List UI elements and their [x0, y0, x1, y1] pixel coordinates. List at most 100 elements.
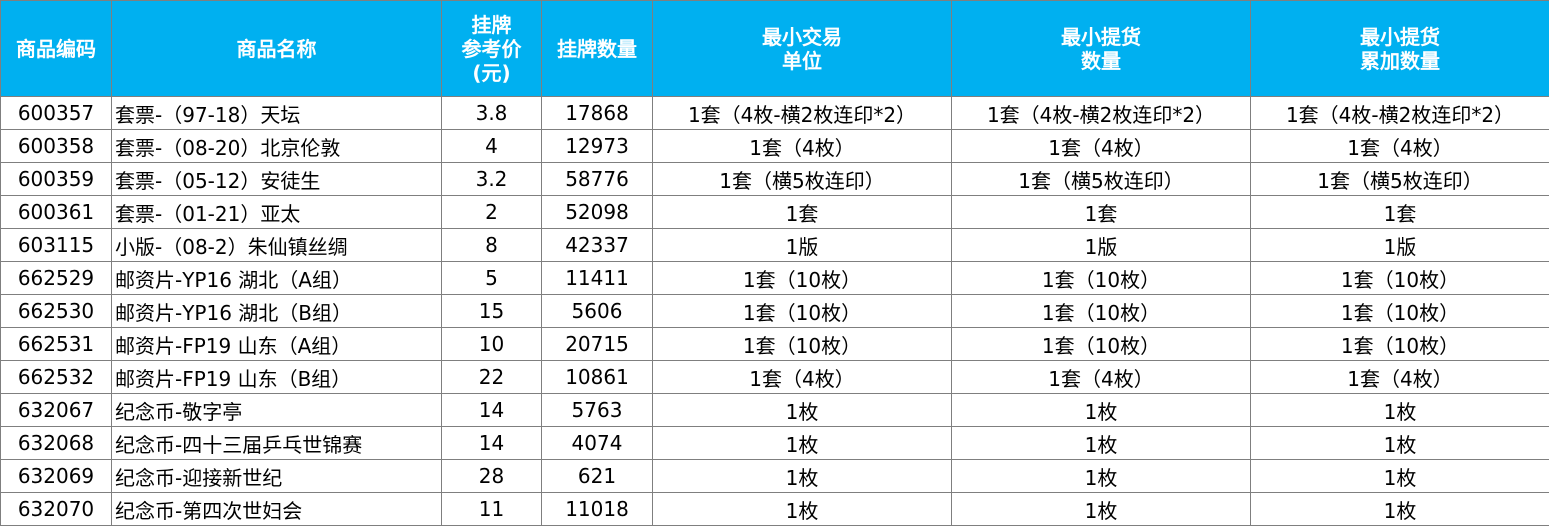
- cell-product-code: 600359: [0, 162, 112, 196]
- table-row: 600359 套票-（05-12）安徒生 3.2 58776 1套（横5枚连印） 1套（横…: [0, 162, 1549, 196]
- cell-min-pickup-cumulative: 1套（4枚）: [1250, 129, 1549, 163]
- cell-listing-price: 28: [441, 459, 542, 493]
- cell-listing-price: 22: [441, 360, 542, 394]
- cell-product-name: 纪念币-迎接新世纪: [111, 459, 442, 493]
- cell-min-trade-unit: 1套（4枚）: [652, 360, 952, 394]
- header-product-code: 商品编码: [0, 0, 112, 97]
- cell-min-trade-unit: 1套（10枚）: [652, 327, 952, 361]
- cell-min-pickup-quantity: 1版: [951, 228, 1251, 262]
- cell-min-pickup-quantity: 1套（4枚）: [951, 360, 1251, 394]
- cell-min-pickup-quantity: 1枚: [951, 426, 1251, 460]
- cell-min-trade-unit: 1枚: [652, 426, 952, 460]
- cell-listing-price: 4: [441, 129, 542, 163]
- cell-product-code: 603115: [0, 228, 112, 262]
- cell-min-pickup-quantity: 1枚: [951, 459, 1251, 493]
- cell-listing-quantity: 10861: [541, 360, 653, 394]
- cell-listing-price: 14: [441, 426, 542, 460]
- cell-listing-quantity: 12973: [541, 129, 653, 163]
- cell-min-pickup-quantity: 1套（10枚）: [951, 294, 1251, 328]
- cell-min-pickup-cumulative: 1枚: [1250, 426, 1549, 460]
- cell-product-name: 纪念币-四十三届乒乓世锦赛: [111, 426, 442, 460]
- cell-min-pickup-cumulative: 1套: [1250, 195, 1549, 229]
- cell-product-name: 套票-（08-20）北京伦敦: [111, 129, 442, 163]
- header-product-name: 商品名称: [111, 0, 442, 97]
- table-row: 662530 邮资片-YP16 湖北（B组） 15 5606 1套（10枚） 1套（10枚…: [0, 294, 1549, 328]
- table-row: 632067 纪念币-敬字亭 14 5763 1枚 1枚 1枚: [0, 393, 1549, 427]
- table-row: 662529 邮资片-YP16 湖北（A组） 5 11411 1套（10枚） 1套（10枚…: [0, 261, 1549, 295]
- cell-min-pickup-quantity: 1套（10枚）: [951, 261, 1251, 295]
- cell-listing-price: 3.8: [441, 96, 542, 130]
- cell-listing-quantity: 621: [541, 459, 653, 493]
- cell-product-code: 662530: [0, 294, 112, 328]
- cell-product-name: 套票-（97-18）天坛: [111, 96, 442, 130]
- cell-min-trade-unit: 1枚: [652, 459, 952, 493]
- cell-min-trade-unit: 1枚: [652, 393, 952, 427]
- cell-product-code: 662532: [0, 360, 112, 394]
- table-row: 632070 纪念币-第四次世妇会 11 11018 1枚 1枚 1枚: [0, 492, 1549, 526]
- cell-min-pickup-cumulative: 1套（10枚）: [1250, 294, 1549, 328]
- header-listing-quantity: 挂牌数量: [541, 0, 653, 97]
- table-row: 600357 套票-（97-18）天坛 3.8 17868 1套（4枚-横2枚连印*2）…: [0, 96, 1549, 130]
- header-min-pickup-quantity: 最小提货 数量: [951, 0, 1251, 97]
- cell-listing-quantity: 4074: [541, 426, 653, 460]
- cell-min-pickup-cumulative: 1枚: [1250, 393, 1549, 427]
- table-row: 600361 套票-（01-21）亚太 2 52098 1套 1套 1套: [0, 195, 1549, 229]
- cell-min-pickup-quantity: 1套（4枚）: [951, 129, 1251, 163]
- cell-product-code: 632068: [0, 426, 112, 460]
- cell-product-code: 632069: [0, 459, 112, 493]
- cell-listing-quantity: 11411: [541, 261, 653, 295]
- table-row: 600358 套票-（08-20）北京伦敦 4 12973 1套（4枚） 1套（4枚） 1套…: [0, 129, 1549, 163]
- cell-listing-price: 8: [441, 228, 542, 262]
- header-min-trade-unit: 最小交易 单位: [652, 0, 952, 97]
- cell-min-trade-unit: 1版: [652, 228, 952, 262]
- table-row: 662531 邮资片-FP19 山东（A组） 10 20715 1套（10枚） 1套（10…: [0, 327, 1549, 361]
- cell-listing-price: 11: [441, 492, 542, 526]
- cell-min-pickup-cumulative: 1套（4枚）: [1250, 360, 1549, 394]
- table-row: 632069 纪念币-迎接新世纪 28 621 1枚 1枚 1枚: [0, 459, 1549, 493]
- header-row: 商品编码 商品名称 挂牌 参考价 (元) 挂牌数量 最小交易 单位 最小提货 数…: [0, 0, 1549, 97]
- cell-min-trade-unit: 1套（4枚）: [652, 129, 952, 163]
- cell-min-trade-unit: 1套（横5枚连印）: [652, 162, 952, 196]
- table-row: 603115 小版-（08-2）朱仙镇丝绸 8 42337 1版 1版 1版: [0, 228, 1549, 262]
- cell-min-pickup-cumulative: 1套（10枚）: [1250, 327, 1549, 361]
- cell-product-name: 邮资片-YP16 湖北（B组）: [111, 294, 442, 328]
- cell-listing-quantity: 5606: [541, 294, 653, 328]
- cell-product-code: 600361: [0, 195, 112, 229]
- cell-min-trade-unit: 1套（10枚）: [652, 261, 952, 295]
- cell-product-name: 套票-（05-12）安徒生: [111, 162, 442, 196]
- cell-min-pickup-quantity: 1枚: [951, 492, 1251, 526]
- cell-product-code: 600357: [0, 96, 112, 130]
- cell-min-pickup-quantity: 1套（横5枚连印）: [951, 162, 1251, 196]
- cell-listing-quantity: 5763: [541, 393, 653, 427]
- cell-product-code: 662529: [0, 261, 112, 295]
- cell-product-name: 纪念币-第四次世妇会: [111, 492, 442, 526]
- cell-listing-price: 2: [441, 195, 542, 229]
- cell-min-trade-unit: 1套（4枚-横2枚连印*2）: [652, 96, 952, 130]
- cell-min-pickup-quantity: 1枚: [951, 393, 1251, 427]
- cell-listing-price: 14: [441, 393, 542, 427]
- cell-listing-price: 5: [441, 261, 542, 295]
- cell-listing-quantity: 17868: [541, 96, 653, 130]
- cell-listing-price: 3.2: [441, 162, 542, 196]
- cell-product-code: 632067: [0, 393, 112, 427]
- cell-min-pickup-quantity: 1套（4枚-横2枚连印*2）: [951, 96, 1251, 130]
- header-min-pickup-cumulative: 最小提货 累加数量: [1250, 0, 1549, 97]
- cell-min-pickup-cumulative: 1套（横5枚连印）: [1250, 162, 1549, 196]
- cell-listing-price: 15: [441, 294, 542, 328]
- cell-min-pickup-cumulative: 1套（4枚-横2枚连印*2）: [1250, 96, 1549, 130]
- cell-product-name: 小版-（08-2）朱仙镇丝绸: [111, 228, 442, 262]
- header-listing-price: 挂牌 参考价 (元): [441, 0, 542, 97]
- cell-listing-quantity: 42337: [541, 228, 653, 262]
- cell-listing-quantity: 58776: [541, 162, 653, 196]
- cell-listing-price: 10: [441, 327, 542, 361]
- cell-min-trade-unit: 1枚: [652, 492, 952, 526]
- cell-listing-quantity: 11018: [541, 492, 653, 526]
- cell-min-pickup-cumulative: 1套（10枚）: [1250, 261, 1549, 295]
- cell-product-name: 套票-（01-21）亚太: [111, 195, 442, 229]
- cell-listing-quantity: 52098: [541, 195, 653, 229]
- table-row: 632068 纪念币-四十三届乒乓世锦赛 14 4074 1枚 1枚 1枚: [0, 426, 1549, 460]
- cell-min-pickup-cumulative: 1枚: [1250, 459, 1549, 493]
- cell-listing-quantity: 20715: [541, 327, 653, 361]
- cell-min-pickup-quantity: 1套: [951, 195, 1251, 229]
